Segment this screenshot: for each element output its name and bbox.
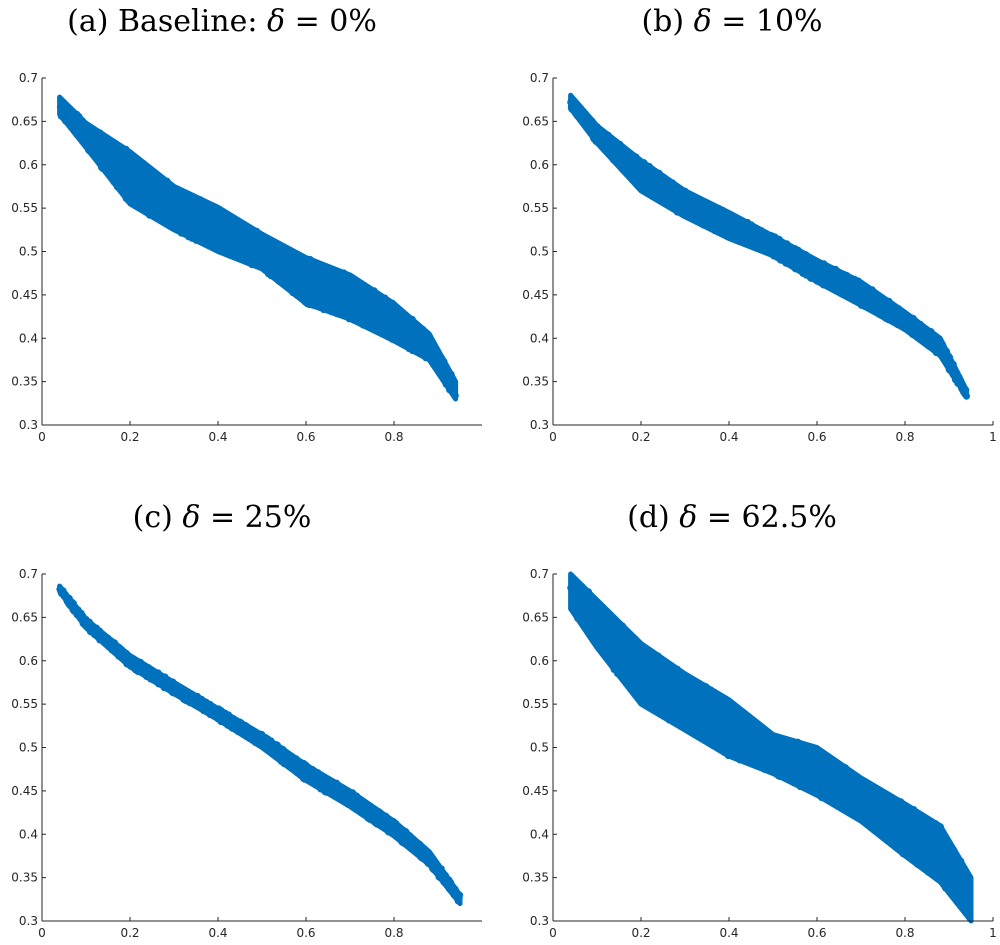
panel-b-points	[567, 92, 970, 400]
x-tick-label: 0.4	[208, 926, 227, 940]
panel-c-points	[56, 583, 464, 907]
y-tick-label: 0.55	[522, 697, 549, 711]
panel-b-point-band	[568, 92, 970, 400]
panel-d-title: (d) δ = 62.5%	[627, 500, 837, 535]
y-tick-label: 0.6	[19, 654, 38, 668]
y-tick-label: 0.55	[11, 201, 38, 215]
y-tick-label: 0.7	[19, 567, 38, 581]
panel-d-title-suffix: = 62.5%	[697, 500, 837, 535]
x-tick-label: 0	[38, 430, 46, 444]
x-tick-label: 0.2	[631, 430, 650, 444]
y-tick-label: 0.3	[19, 418, 38, 432]
y-tick-label: 0.65	[522, 114, 549, 128]
y-tick-label: 0.7	[530, 567, 549, 581]
y-tick-label: 0.45	[522, 784, 549, 798]
x-tick-label: 1	[989, 926, 997, 940]
y-tick-label: 0.5	[19, 245, 38, 259]
y-tick-label: 0.7	[19, 71, 38, 85]
x-tick-label: 0.4	[719, 430, 738, 444]
y-tick-label: 0.45	[11, 784, 38, 798]
y-tick-label: 0.7	[530, 71, 549, 85]
x-tick-label: 0.2	[120, 430, 139, 444]
y-tick-label: 0.4	[530, 331, 549, 345]
x-tick-label: 0	[549, 926, 557, 940]
y-tick-label: 0.55	[11, 697, 38, 711]
x-tick-label: 0.2	[120, 926, 139, 940]
panel-b-title-prefix: (b)	[641, 4, 694, 39]
panel-a-points	[56, 94, 459, 402]
y-tick-label: 0.4	[530, 827, 549, 841]
panel-c-point-band	[57, 583, 463, 907]
y-tick-label: 0.5	[530, 245, 549, 259]
panel-d-points	[567, 571, 974, 924]
panel-a-point-band	[57, 94, 459, 402]
panel-a-title-suffix: = 0%	[285, 4, 377, 39]
y-tick-label: 0.35	[11, 375, 38, 389]
y-tick-label: 0.45	[11, 288, 38, 302]
y-tick-label: 0.65	[11, 610, 38, 624]
x-tick-label: 0.8	[895, 430, 914, 444]
panel-d-point-band	[568, 571, 974, 924]
y-tick-label: 0.65	[11, 114, 38, 128]
x-tick-label: 0.2	[631, 926, 650, 940]
panel-c-plot: 0.3 0.35 0.4 0.45 0.5 0.55 0.6 0.65 0.7 0 0.2 0.4 0.…	[11, 567, 482, 940]
y-tick-label: 0.5	[19, 741, 38, 755]
panel-c-title-prefix: (c)	[132, 500, 183, 535]
x-tick-label: 0.6	[807, 430, 826, 444]
y-tick-label: 0.3	[530, 418, 549, 432]
panel-a-title-prefix: (a) Baseline:	[67, 4, 267, 39]
y-tick-label: 0.6	[530, 158, 549, 172]
panel-d-title-symbol: δ	[679, 500, 698, 535]
x-tick-label: 0.6	[296, 926, 315, 940]
y-tick-label: 0.6	[19, 158, 38, 172]
y-tick-label: 0.65	[522, 610, 549, 624]
panel-d-title-prefix: (d)	[627, 500, 680, 535]
panel-a-title-symbol: δ	[266, 4, 286, 39]
panel-a-title: (a) Baseline: δ = 0%	[67, 4, 377, 39]
y-tick-label: 0.55	[522, 201, 549, 215]
panel-b-title-suffix: = 10%	[711, 4, 823, 39]
x-tick-label: 0.8	[384, 926, 403, 940]
y-tick-label: 0.6	[530, 654, 549, 668]
panel-c-title: (c) δ = 25%	[133, 500, 312, 535]
panel-b-plot: 0.3 0.35 0.4 0.45 0.5 0.55 0.6 0.65 0.7 0 0.2 0.4 0.…	[522, 71, 997, 444]
x-tick-label: 0.4	[208, 430, 227, 444]
x-tick-label: 1	[989, 430, 997, 444]
panel-d-plot: 0.3 0.35 0.4 0.45 0.5 0.55 0.6 0.65 0.7 0 0.2 0.4 0.…	[522, 567, 997, 940]
x-tick-label: 0.4	[719, 926, 738, 940]
y-tick-label: 0.3	[530, 914, 549, 928]
y-tick-label: 0.4	[19, 827, 38, 841]
panel-a-plot: 0.3 0.35 0.4 0.45 0.5 0.55 0.6 0.65 0.7 0 0.2 0.4 0.…	[11, 71, 482, 444]
y-tick-label: 0.35	[11, 871, 38, 885]
x-tick-label: 0.6	[807, 926, 826, 940]
x-tick-label: 0	[38, 926, 46, 940]
panel-b-title-symbol: δ	[693, 4, 712, 39]
panel-b-title: (b) δ = 10%	[641, 4, 822, 39]
y-tick-label: 0.4	[19, 331, 38, 345]
y-tick-label: 0.5	[530, 741, 549, 755]
panel-c-title-suffix: = 25%	[200, 500, 312, 535]
x-tick-label: 0.8	[384, 430, 403, 444]
y-tick-label: 0.3	[19, 914, 38, 928]
y-tick-label: 0.35	[522, 871, 549, 885]
y-tick-label: 0.45	[522, 288, 549, 302]
y-tick-label: 0.35	[522, 375, 549, 389]
panel-c-title-symbol: δ	[182, 500, 201, 535]
x-tick-label: 0	[549, 430, 557, 444]
x-tick-label: 0.8	[895, 926, 914, 940]
x-tick-label: 0.6	[296, 430, 315, 444]
